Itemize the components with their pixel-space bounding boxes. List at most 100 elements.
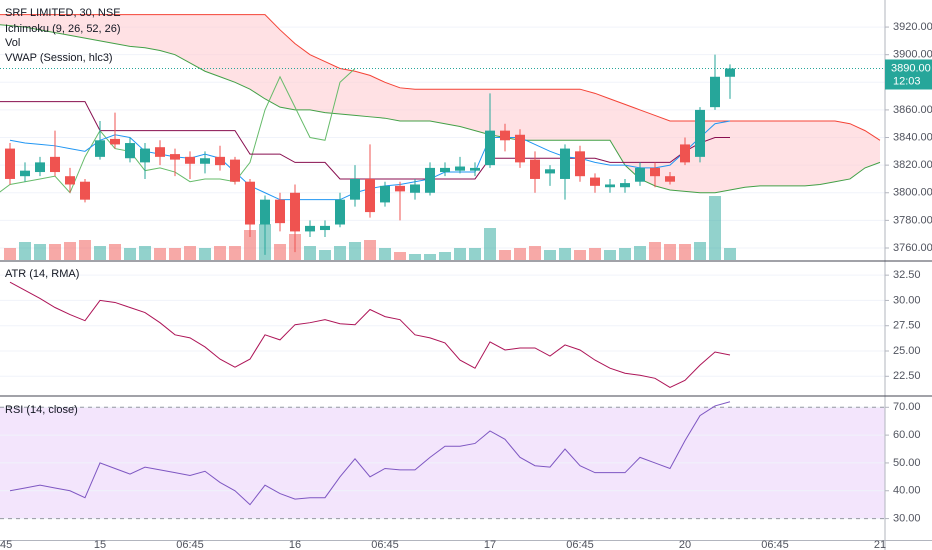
x-tick-label: 16 <box>289 539 301 550</box>
candle-body <box>290 192 300 232</box>
volume-bar <box>409 254 421 260</box>
volume-bar <box>364 240 376 260</box>
candle-body <box>410 184 420 193</box>
volume-bar <box>139 246 151 260</box>
x-tick-label: 20 <box>679 539 691 550</box>
rsi-label: RSI (14, close) <box>5 404 78 416</box>
volume-bar <box>184 246 196 260</box>
volume-bar <box>544 250 556 260</box>
volume-bar <box>604 250 616 260</box>
atr-pane <box>0 274 885 388</box>
candle-body <box>305 225 315 232</box>
y-tick-label: 40.00 <box>893 485 921 497</box>
candle-body <box>500 130 510 141</box>
span-a-line <box>0 24 881 194</box>
volume-bar <box>529 246 541 260</box>
candle-body <box>260 199 270 225</box>
candle-body <box>485 130 495 166</box>
candle-body <box>575 151 585 177</box>
candle-body <box>245 181 255 225</box>
y-tick-label: 32.50 <box>893 269 921 281</box>
volume-bar <box>244 230 256 260</box>
countdown-label: 12:03 <box>893 75 921 87</box>
volume-bar <box>349 242 361 260</box>
volume-bar <box>214 246 226 260</box>
candle-body <box>725 68 735 77</box>
candle-body <box>320 225 330 231</box>
volume-bar <box>304 246 316 260</box>
y-tick-label: 3840.00 <box>893 131 932 143</box>
candle-body <box>365 178 375 213</box>
y-tick-label: 3800.00 <box>893 187 932 199</box>
candle-body <box>35 162 45 173</box>
volume-bar <box>499 250 511 260</box>
volume-bar <box>274 244 286 260</box>
volume-bar <box>574 250 586 260</box>
candle-body <box>455 166 465 171</box>
volume-bar <box>109 244 121 260</box>
y-tick-label: 22.50 <box>893 370 921 382</box>
y-tick-label: 3760.00 <box>893 242 932 254</box>
volume-bar <box>64 242 76 260</box>
volume-bar <box>229 246 241 260</box>
atr-label: ATR (14, RMA) <box>5 268 79 280</box>
volume-bar <box>649 242 661 260</box>
candle-body <box>680 144 690 163</box>
volume-bar <box>154 248 166 260</box>
y-tick-label: 60.00 <box>893 429 921 441</box>
candle-body <box>620 183 630 188</box>
volume-bar <box>199 248 211 260</box>
price-pane <box>0 14 885 260</box>
ichimoku-label: Ichimoku (9, 26, 52, 26) <box>5 23 121 35</box>
candle-body <box>185 156 195 164</box>
y-tick-label: 50.00 <box>893 457 921 469</box>
candle-body <box>590 177 600 186</box>
y-tick-label: 3780.00 <box>893 214 932 226</box>
x-tick-label: 06:45 <box>761 539 789 550</box>
candle-body <box>80 181 90 200</box>
symbol-title: SRF LIMITED, 30, NSE <box>5 7 121 19</box>
volume-bar <box>634 246 646 260</box>
y-tick-label: 70.00 <box>893 401 921 413</box>
candle-body <box>425 167 435 193</box>
candle-body <box>470 167 480 171</box>
volume-bar <box>94 246 106 260</box>
volume-bar <box>514 248 526 260</box>
volume-bar <box>319 250 331 260</box>
candle-body <box>335 199 345 225</box>
candle-body <box>125 143 135 159</box>
y-tick-label: 3900.00 <box>893 49 932 61</box>
candle-body <box>20 170 30 177</box>
candle-body <box>110 138 120 145</box>
volume-bar <box>394 252 406 260</box>
volume-bar <box>664 244 676 260</box>
volume-bar <box>439 252 451 260</box>
legend: SRF LIMITED, 30, NSE Ichimoku (9, 26, 52… <box>5 7 121 416</box>
candle-body <box>170 154 180 160</box>
volume-bar <box>619 248 631 260</box>
candle-body <box>560 148 570 179</box>
volume-bar <box>694 242 706 260</box>
candle-body <box>50 156 60 173</box>
vwap-label: VWAP (Session, hlc3) <box>5 52 113 64</box>
volume-bar <box>424 254 436 260</box>
volume-bar <box>124 248 136 260</box>
candle-body <box>275 199 285 224</box>
x-tick-label: 06:45 <box>566 539 594 550</box>
last-price-label: 3890.00 <box>891 62 931 74</box>
candle-body <box>95 140 105 157</box>
volume-bar <box>589 248 601 260</box>
x-tick-label: 17 <box>484 539 496 550</box>
indicator-line <box>9 281 731 388</box>
volume-bar <box>4 248 16 260</box>
candle-body <box>380 185 390 203</box>
volume-bar <box>49 244 61 260</box>
volume-bar <box>709 196 721 260</box>
candle-body <box>215 156 225 166</box>
candle-body <box>5 148 15 179</box>
base-line <box>0 101 730 180</box>
candle-body <box>530 159 540 179</box>
y-tick-label: 3860.00 <box>893 104 932 116</box>
candle-body <box>200 158 210 164</box>
candle-body <box>710 76 720 108</box>
